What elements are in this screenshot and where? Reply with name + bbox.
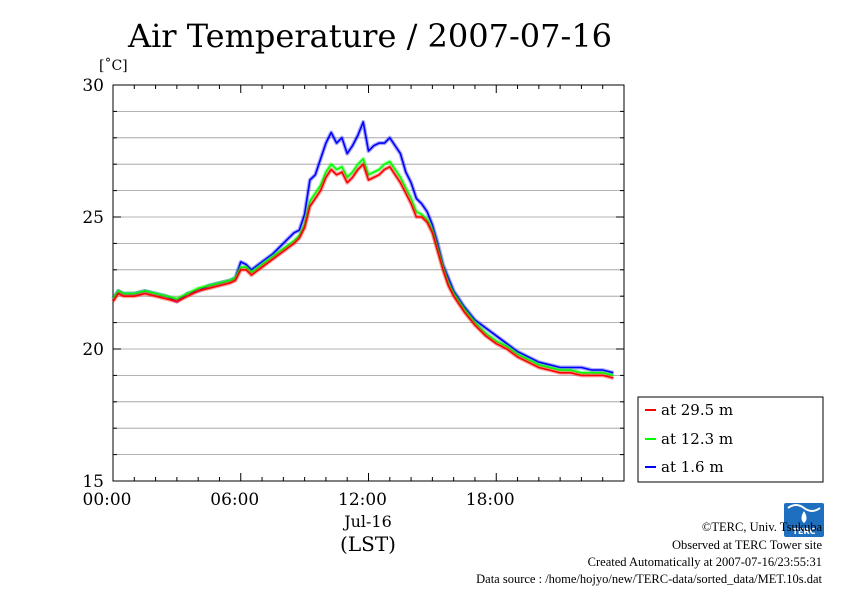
y-tick-label: 20 bbox=[82, 340, 104, 360]
x-tick-labels: 00:00 06:00 12:00 18:00 bbox=[83, 490, 515, 510]
x-tick-label: 06:00 bbox=[210, 490, 259, 510]
footer-data-source: Data source : /home/hojyo/new/TERC-data/… bbox=[476, 572, 822, 586]
y-tick-labels: 15 20 25 30 bbox=[82, 76, 104, 492]
x-tick-label: 18:00 bbox=[466, 490, 515, 510]
x-axis-timezone-label: (LST) bbox=[340, 532, 396, 556]
grid-lines bbox=[113, 111, 624, 456]
y-tick-label: 25 bbox=[82, 208, 104, 228]
footer-created: Created Automatically at 2007-07-16/23:5… bbox=[588, 555, 822, 569]
legend: at 29.5 m at 12.3 m at 1.6 m bbox=[637, 396, 824, 483]
x-axis-date-label: Jul-16 bbox=[342, 512, 392, 531]
series-line-halo-at-12-3-m bbox=[111, 156, 614, 378]
terc-logo: TERC bbox=[784, 503, 824, 537]
series-line-at-12-3-m bbox=[112, 158, 614, 377]
x-tick-label: 00:00 bbox=[83, 490, 132, 510]
terc-logo-drop bbox=[801, 511, 807, 523]
series-line-halo-at-29-5-m bbox=[111, 162, 614, 380]
y-tick-label: 15 bbox=[82, 472, 104, 492]
legend-label-12-3m: at 12.3 m bbox=[661, 430, 733, 448]
x-tick-label: 12:00 bbox=[338, 490, 387, 510]
legend-box bbox=[637, 396, 824, 483]
series-lines bbox=[111, 120, 614, 380]
series-line-at-29-5-m bbox=[112, 163, 614, 379]
axis-ticks bbox=[112, 84, 625, 482]
legend-label-29-5m: at 29.5 m bbox=[661, 401, 733, 419]
legend-label-1-6m: at 1.6 m bbox=[661, 458, 724, 476]
chart-title: Air Temperature / 2007-07-16 bbox=[127, 17, 612, 55]
y-axis-unit-label: [˚C] bbox=[99, 57, 128, 74]
y-tick-label: 30 bbox=[82, 76, 104, 96]
footer-site: Observed at TERC Tower site bbox=[672, 538, 822, 552]
footer-copyright: ©TERC, Univ. Tsukuba bbox=[702, 520, 823, 534]
terc-logo-wave bbox=[787, 504, 821, 512]
terc-logo-text: TERC bbox=[793, 527, 816, 536]
